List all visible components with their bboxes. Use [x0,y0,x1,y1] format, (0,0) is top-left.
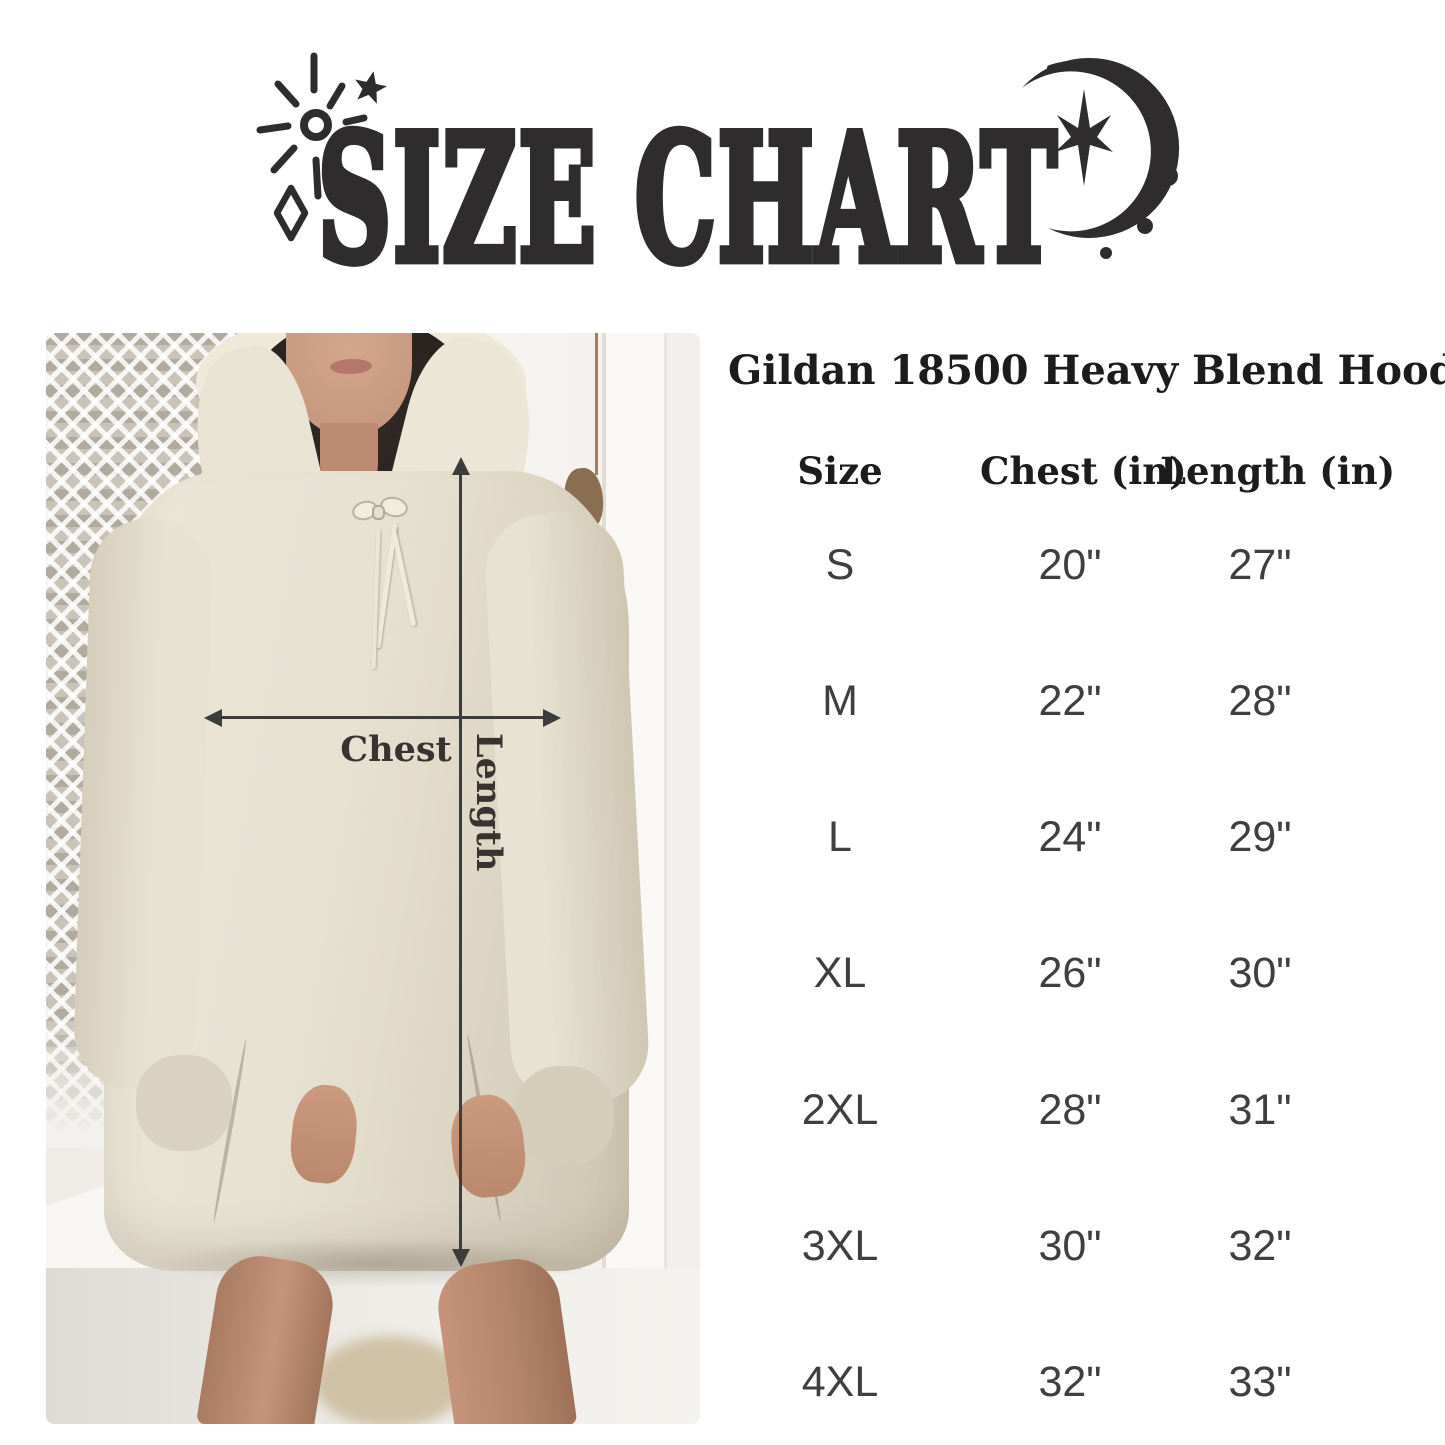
five-point-star-icon [355,71,387,104]
chest-measure-label: Chest [340,729,452,770]
table-row: 4XL 32" 33" [700,1358,1360,1407]
dot [1100,247,1112,259]
rug [314,1336,466,1424]
size-cell: M [822,677,858,726]
six-point-sparkle-icon [1055,89,1113,186]
size-cell: XL [813,949,867,998]
length-cell: 32" [1228,1221,1292,1270]
sleeve-cuff-left [136,1055,232,1151]
length-cell: 33" [1228,1357,1292,1406]
arrow-down-icon [452,1249,470,1267]
table-row: L 24" 29" [700,813,1360,862]
dot [1158,166,1178,186]
table-header-row: Size Chest (in) Length (in) [700,449,1396,493]
chest-cell: 30" [1038,1221,1102,1270]
table-row: 3XL 30" 32" [700,1222,1360,1271]
size-table-panel: Gildan 18500 Heavy Blend Hoodie Size Che… [700,333,1445,1425]
hoodie-sleeve-left [72,516,214,1092]
length-cell: 30" [1228,949,1292,998]
hanging-string [595,333,598,475]
length-measure-line [459,470,462,1253]
table-row: S 20" 27" [700,541,1360,590]
length-cell: 31" [1228,1085,1292,1134]
chest-cell: 22" [1038,677,1102,726]
model-photo: Chest Length [46,333,700,1424]
chest-measure-line [220,716,545,719]
column-header-chest: Chest (in) [980,449,1187,493]
length-cell: 29" [1228,813,1292,862]
crescent-moon-icon [1022,57,1180,259]
column-header-size: Size [797,449,883,493]
size-cell: 4XL [801,1357,879,1406]
size-cell: L [828,813,852,862]
drawstring-knot [372,505,385,520]
page-title: SIZE CHART [315,97,1059,303]
table-row: M 22" 28" [700,677,1360,726]
length-cell: 27" [1228,541,1292,589]
panel-edge [664,333,667,1424]
size-cell: 3XL [801,1221,879,1270]
length-measure-label: Length [468,733,509,872]
length-cell: 28" [1228,677,1292,726]
arrow-right-icon [543,709,561,727]
chest-cell: 26" [1038,949,1102,998]
arrow-left-icon [204,709,222,727]
arrow-up-icon [452,457,470,475]
table-body: S 20" 27" M 22" 28" L 24" 29" XL 26" 30"… [700,541,1360,1407]
chest-cell: 24" [1038,813,1102,862]
sparkle-burst-icon [256,52,387,242]
chest-cell: 20" [1038,541,1102,589]
size-cell: S [825,541,855,589]
dot [1137,218,1153,234]
sleeve-cuff-right [514,1066,614,1166]
table-row: 2XL 28" 31" [700,1086,1360,1135]
table-row: XL 26" 30" [700,949,1360,998]
chest-cell: 28" [1038,1085,1102,1134]
size-cell: 2XL [801,1085,879,1134]
column-header-length: Length (in) [1160,449,1396,493]
chest-cell: 32" [1038,1357,1102,1406]
diamond-outline-icon [273,184,309,242]
product-title: Gildan 18500 Heavy Blend Hoodie [728,347,1445,394]
